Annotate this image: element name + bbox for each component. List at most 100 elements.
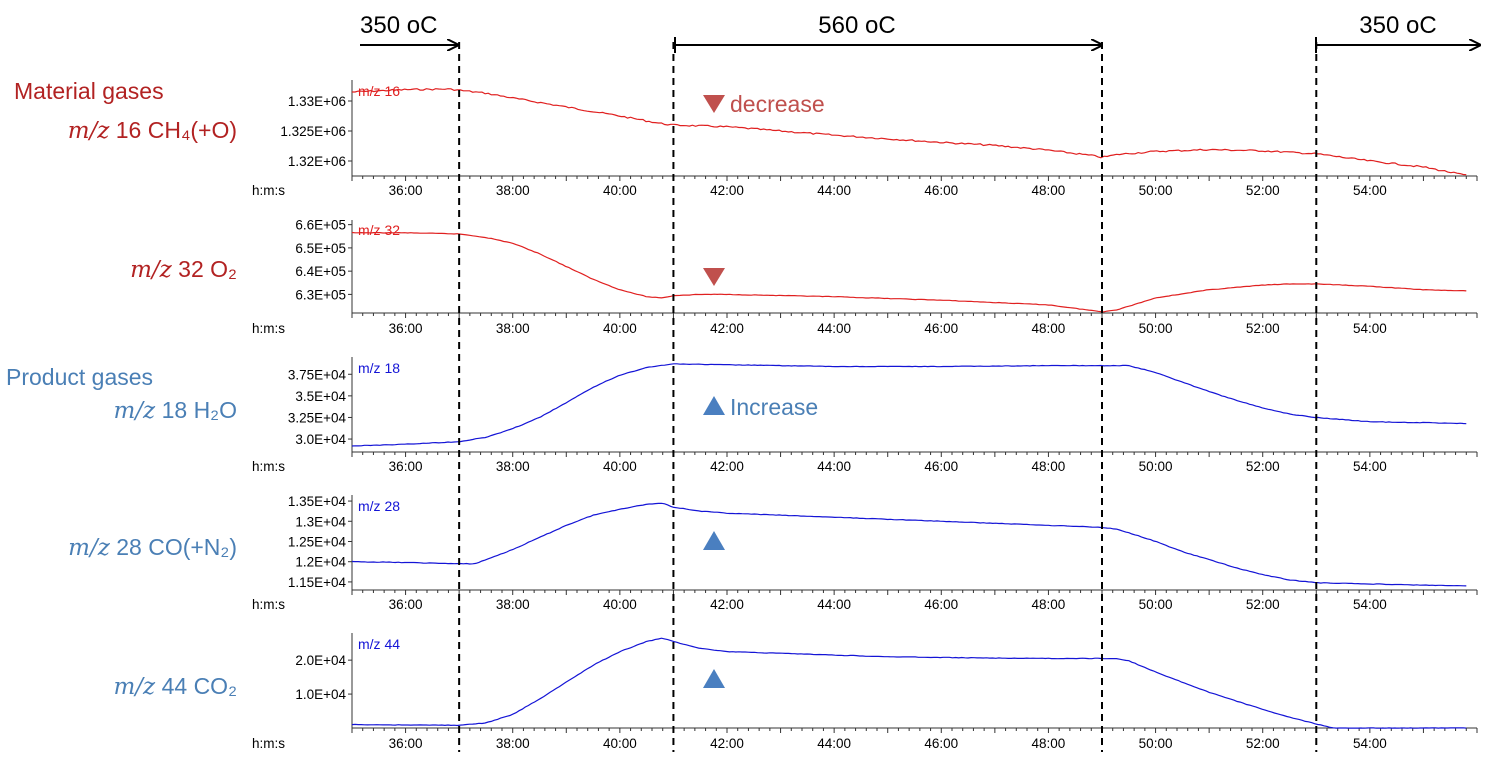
mz-number-m44: 44 [155, 673, 193, 699]
phase-temp-0: 350 [360, 12, 407, 39]
mz-symbol-m44: m/z [114, 674, 157, 700]
phase-label-0: 350 oC [360, 12, 437, 39]
y-tick-label-m44-1: 2.0E+04 [295, 653, 346, 668]
inner-series-label-m16: m/z 16 [358, 83, 400, 99]
x-tick-label-m44-5: 46:00 [924, 736, 958, 751]
x-tick-label-m44-2: 40:00 [603, 736, 637, 751]
x-tick-label-m28-5: 46:00 [924, 597, 958, 612]
x-tick-label-m16-6: 48:00 [1032, 183, 1066, 198]
y-tick-label-m18-1: 3.25E+04 [288, 410, 347, 425]
x-tick-label-m32-0: 36:00 [389, 321, 423, 336]
species-formula-m18: H₂O [194, 397, 237, 423]
mz-symbol-m32: m/z [130, 257, 173, 283]
species-formula-m44: CO₂ [194, 673, 237, 699]
series-line-m32 [351, 231, 1467, 313]
trend-triangle-m18 [703, 396, 725, 415]
x-tick-label-m32-1: 38:00 [496, 321, 530, 336]
x-tick-label-m16-4: 44:00 [817, 183, 851, 198]
y-tick-label-m16-0: 1.32E+06 [288, 154, 346, 169]
x-tick-label-m28-9: 54:00 [1353, 597, 1387, 612]
y-tick-label-m16-1: 1.325E+06 [280, 124, 346, 139]
trend-label-m16: decrease [730, 91, 825, 117]
x-tick-label-m28-7: 50:00 [1139, 597, 1173, 612]
x-tick-label-m32-4: 44:00 [817, 321, 851, 336]
x-tick-label-m16-8: 52:00 [1246, 183, 1280, 198]
y-tick-label-m18-0: 3.0E+04 [295, 432, 346, 447]
phase-temp-2: 350 [1359, 12, 1406, 39]
mz-symbol-m28: m/z [68, 535, 111, 561]
x-tick-label-m32-3: 42:00 [710, 321, 744, 336]
mz-number-m16: 16 [109, 117, 147, 143]
y-tick-label-m28-4: 1.35E+04 [288, 494, 347, 509]
phase-temp-1: 560 [818, 12, 865, 39]
y-tick-label-m28-0: 1.15E+04 [288, 575, 347, 590]
x-tick-label-m28-6: 48:00 [1032, 597, 1066, 612]
x-tick-label-m18-1: 38:00 [496, 459, 530, 474]
y-tick-label-m32-3: 6.6E+05 [295, 218, 346, 233]
x-tick-label-m18-4: 44:00 [817, 459, 851, 474]
phase-unit-1: oC [865, 12, 896, 39]
y-tick-label-m32-2: 6.5E+05 [295, 241, 346, 256]
x-tick-label-m16-7: 50:00 [1139, 183, 1173, 198]
x-tick-label-m16-2: 40:00 [603, 183, 637, 198]
x-tick-label-m32-9: 54:00 [1353, 321, 1387, 336]
species-formula-m32: O₂ [210, 256, 237, 282]
x-tick-label-m16-0: 36:00 [389, 183, 423, 198]
species-label-m18: m/z 18 H₂O [114, 397, 238, 424]
trend-triangle-m44 [703, 669, 725, 688]
inner-series-label-m32: m/z 32 [358, 222, 400, 238]
phase-unit-0: oC [407, 12, 438, 39]
series-line-m16 [352, 88, 1467, 176]
mz-number-m28: 28 [110, 534, 148, 560]
y-tick-label-m32-1: 6.4E+05 [295, 264, 346, 279]
x-tick-label-m28-3: 42:00 [710, 597, 744, 612]
x-tick-label-m18-0: 36:00 [389, 459, 423, 474]
species-formula-m16: CH₄(+O) [148, 117, 237, 143]
x-tick-label-m18-5: 46:00 [924, 459, 958, 474]
species-label-m32: m/z 32 O₂ [130, 256, 237, 283]
y-tick-label-m18-2: 3.5E+04 [295, 389, 346, 404]
x-tick-label-m32-5: 46:00 [924, 321, 958, 336]
species-label-m16: m/z 16 CH₄(+O) [68, 117, 237, 144]
x-tick-label-m44-8: 52:00 [1246, 736, 1280, 751]
time-axis-label-m18: h:m:s [252, 459, 285, 474]
mz-symbol-m18: m/z [114, 398, 157, 424]
time-axis-label-m44: h:m:s [252, 736, 285, 751]
x-tick-label-m18-7: 50:00 [1139, 459, 1173, 474]
y-tick-label-m28-1: 1.2E+04 [295, 555, 346, 570]
time-axis-label-m32: h:m:s [252, 321, 285, 336]
x-tick-label-m32-2: 40:00 [603, 321, 637, 336]
inner-series-label-m28: m/z 28 [358, 498, 400, 514]
trend-label-m18: Increase [730, 394, 818, 420]
x-tick-label-m18-9: 54:00 [1353, 459, 1387, 474]
species-formula-m28: CO(+N₂) [148, 534, 237, 560]
y-tick-label-m44-0: 1.0E+04 [295, 687, 346, 702]
panel-m44: 36:00 38:00 40:00 42:00 44:00 46:00 48:00 50:00… [114, 633, 1478, 751]
x-tick-label-m28-4: 44:00 [817, 597, 851, 612]
mz-symbol-m16: m/z [68, 118, 111, 144]
series-line-m18 [351, 363, 1467, 447]
series-line-m44 [351, 637, 1467, 729]
product-gases-label: Product gases [6, 364, 153, 390]
phase-label-1: 560 oC [818, 12, 895, 39]
inner-series-label-m44: m/z 44 [358, 636, 400, 652]
x-tick-label-m28-2: 40:00 [603, 597, 637, 612]
x-tick-label-m16-1: 38:00 [496, 183, 530, 198]
panel-m16: 36:00 38:00 40:00 42:00 44:00 46:00 48:00 50:00… [68, 80, 1478, 198]
y-tick-label-m16-2: 1.33E+06 [288, 94, 346, 109]
series-line-m28 [351, 502, 1467, 587]
panel-m32: 36:00 38:00 40:00 42:00 44:00 46:00 48:00 50:00… [130, 218, 1478, 336]
x-tick-label-m32-6: 48:00 [1032, 321, 1066, 336]
x-tick-label-m32-7: 50:00 [1139, 321, 1173, 336]
mz-number-m32: 32 [172, 256, 210, 282]
x-tick-label-m44-9: 54:00 [1353, 736, 1387, 751]
x-tick-label-m44-6: 48:00 [1032, 736, 1066, 751]
time-axis-label-m16: h:m:s [252, 183, 285, 198]
x-tick-label-m28-1: 38:00 [496, 597, 530, 612]
y-tick-label-m28-2: 1.25E+04 [288, 534, 347, 549]
x-tick-label-m44-7: 50:00 [1139, 736, 1173, 751]
species-label-m28: m/z 28 CO(+N₂) [68, 534, 237, 561]
x-tick-label-m18-2: 40:00 [603, 459, 637, 474]
species-label-m44: m/z 44 CO₂ [114, 673, 238, 700]
